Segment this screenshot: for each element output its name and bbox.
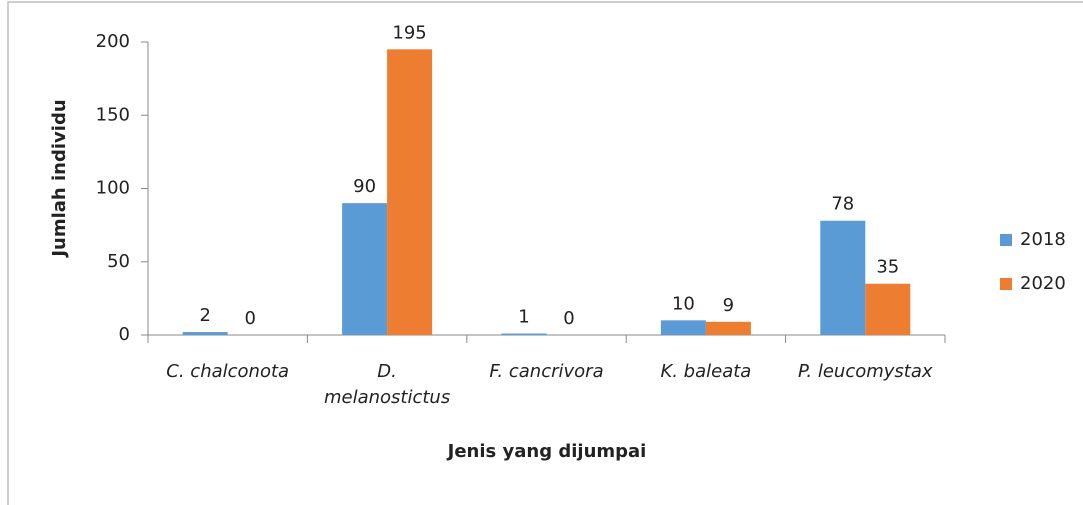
legend-label: 2020 bbox=[1020, 273, 1066, 294]
x-tick-label: F. cancrivora bbox=[489, 361, 604, 382]
bar bbox=[705, 321, 751, 335]
data-label: 35 bbox=[876, 257, 899, 278]
y-tick-label: 100 bbox=[96, 178, 130, 199]
legend-swatch bbox=[1000, 234, 1012, 246]
x-tick-label: K. baleata bbox=[660, 361, 752, 382]
bar bbox=[865, 283, 911, 335]
data-label: 78 bbox=[831, 194, 854, 215]
data-label: 0 bbox=[563, 308, 574, 329]
legend-swatch bbox=[1000, 278, 1012, 290]
data-label: 1 bbox=[518, 307, 529, 328]
x-tick-label: P. leucomystax bbox=[798, 361, 933, 382]
y-tick-label: 50 bbox=[107, 251, 130, 272]
y-tick-label: 0 bbox=[119, 324, 130, 345]
frame bbox=[7, 1, 1083, 505]
data-label: 9 bbox=[723, 295, 734, 316]
data-label: 90 bbox=[353, 176, 376, 197]
y-tick-label: 200 bbox=[96, 31, 130, 52]
x-axis-title: Jenis yang dijumpai bbox=[446, 441, 647, 462]
bar bbox=[182, 332, 228, 335]
bar bbox=[387, 49, 433, 335]
bar bbox=[342, 203, 388, 335]
bar bbox=[820, 220, 866, 335]
x-tick-label: D. melanostictus bbox=[323, 361, 451, 408]
y-axis-title: Jumlah individu bbox=[49, 99, 70, 258]
y-tick-label: 150 bbox=[96, 104, 130, 125]
bar bbox=[501, 333, 547, 335]
data-label: 0 bbox=[244, 308, 255, 329]
legend-label: 2018 bbox=[1020, 229, 1066, 250]
x-tick-label: C. chalconota bbox=[166, 361, 290, 382]
bar bbox=[660, 320, 706, 335]
data-label: 195 bbox=[392, 22, 426, 43]
data-label: 10 bbox=[672, 293, 695, 314]
data-label: 2 bbox=[199, 305, 210, 326]
